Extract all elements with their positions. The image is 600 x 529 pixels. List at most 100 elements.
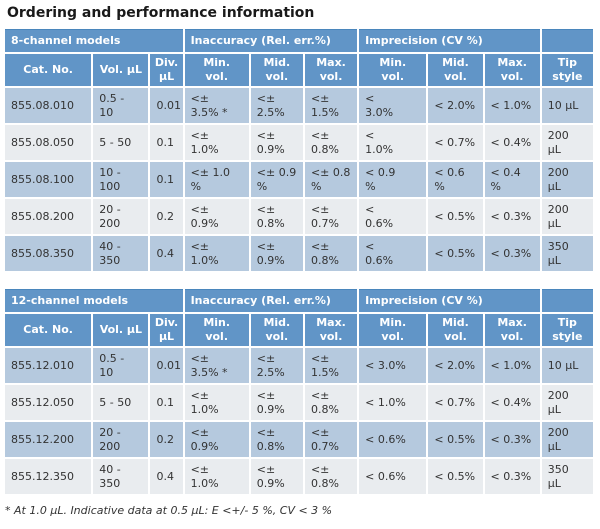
table-cell: <± 0.9% [184,422,249,457]
table-cell: 855.08.350 [5,236,92,271]
table-cell: 855.08.010 [5,88,92,123]
table-12-channel-models: 12-channel models Inaccuracy (Rel. err.%)… [3,287,595,496]
column-header-cell: Div. µL [150,54,183,86]
table-cell: < 0.5% [428,236,483,271]
footnote: * At 1.0 µL. Indicative data at 0.5 µL: … [5,504,333,517]
table-cell: < 1.0% [359,125,427,160]
table-row: 855.08.200 20 - 200 0.2 <± 0.9% <± 0.8% <± 0.… [5,199,593,234]
page: Ordering and performance information 8-c… [0,5,600,517]
group-header-cell: 8-channel models [5,29,183,52]
table-cell: <± 0.9% [250,459,303,494]
table-cell: <± 0.8% [304,385,358,420]
column-header-cell: Mid. vol. [250,314,303,346]
table-cell: < 0.3% [484,236,540,271]
table-cell: 40 - 350 [93,459,149,494]
table-cell: 0.5 - 10 [93,348,149,383]
table-cell: 855.08.200 [5,199,92,234]
column-header-cell: Mid. vol. [428,54,483,86]
table-cell: 0.5 - 10 [93,88,149,123]
table-cell: <± 0.8% [250,422,303,457]
table-cell: < 1.0% [359,385,427,420]
group-header-cell: Inaccuracy (Rel. err.%) [184,29,358,52]
table-cell: < 3.0% [359,348,427,383]
table-cell: 0.1 [150,162,183,197]
table-cell: 0.1 [150,385,183,420]
table-cell: <± 0.8% [250,199,303,234]
column-header-cell: Div. µL [150,314,183,346]
group-header-cell [541,29,593,52]
table-cell: 350 µL [541,459,593,494]
table-cell: 200 µL [541,199,593,234]
table-cell: < 1.0% [484,348,540,383]
table-cell: <± 2.5% [250,88,303,123]
table-cell: <± 0.9% [250,385,303,420]
table-cell: 200 µL [541,162,593,197]
group-header-cell: Imprecision (CV %) [359,29,540,52]
table-cell: 5 - 50 [93,125,149,160]
table-cell: 0.01 [150,88,183,123]
table-cell: 855.12.200 [5,422,92,457]
table-cell: 5 - 50 [93,385,149,420]
table-cell: < 0.4 % [484,162,540,197]
table-cell: <± 0.7% [304,422,358,457]
table-cell: <± 0.9% [250,236,303,271]
table-cell: 10 µL [541,88,593,123]
table-cell: < 0.5% [428,459,483,494]
column-header-cell: Tip style [541,314,593,346]
table-cell: < 0.4% [484,385,540,420]
table-cell: 0.2 [150,422,183,457]
table-cell: <± 1.0% [184,459,249,494]
table-cell: 200 µL [541,422,593,457]
page-title: Ordering and performance information [7,5,315,21]
table-cell: <± 1.0% [184,125,249,160]
table-cell: <± 1.0% [184,236,249,271]
table-cell: 0.2 [150,199,183,234]
group-header-cell: Imprecision (CV %) [359,289,540,312]
table-cell: 0.4 [150,459,183,494]
table-cell: <± 0.9% [184,199,249,234]
table-cell: <± 0.8% [304,236,358,271]
group-header-cell [541,289,593,312]
table-cell: < 0.3% [484,459,540,494]
column-header-cell: Tip style [541,54,593,86]
table-cell: < 0.3% [484,422,540,457]
group-header-row: 12-channel models Inaccuracy (Rel. err.%)… [5,289,593,312]
column-header-cell: Min. vol. [359,314,427,346]
table-cell: < 0.6% [359,199,427,234]
column-header-cell: Mid. vol. [250,54,303,86]
table-row: 855.12.050 5 - 50 0.1 <± 1.0% <± 0.9% <± 0.8%… [5,385,593,420]
column-header-cell: Cat. No. [5,54,92,86]
table-cell: <± 0.9% [250,125,303,160]
table-cell: 200 µL [541,385,593,420]
table-cell: 855.12.050 [5,385,92,420]
table-cell: <± 1.5% [304,348,358,383]
column-header-cell: Min. vol. [184,54,249,86]
table-cell: 40 - 350 [93,236,149,271]
table-cell: 20 - 200 [93,422,149,457]
table-8-channel-models: 8-channel models Inaccuracy (Rel. err.%) I… [3,27,595,273]
table-cell: <± 1.5% [304,88,358,123]
column-header-cell: Vol. µL [93,54,149,86]
table-cell: 200 µL [541,125,593,160]
column-header-cell: Cat. No. [5,314,92,346]
column-header-row: Cat. No. Vol. µL Div. µL Min. vol. Mid. vol.… [5,314,593,346]
column-header-cell: Max. vol. [484,314,540,346]
table-cell: < 2.0% [428,348,483,383]
column-header-row: Cat. No. Vol. µL Div. µL Min. vol. Mid. vol.… [5,54,593,86]
table-cell: <± 1.0% [184,385,249,420]
column-header-cell: Min. vol. [359,54,427,86]
table-cell: <± 1.0 % [184,162,249,197]
group-header-row: 8-channel models Inaccuracy (Rel. err.%) I… [5,29,593,52]
table-cell: < 0.6% [359,422,427,457]
table-cell: 855.12.350 [5,459,92,494]
table-cell: < 0.9 % [359,162,427,197]
table-cell: < 3.0% [359,88,427,123]
table-cell: 855.12.010 [5,348,92,383]
column-header-cell: Mid. vol. [428,314,483,346]
table-cell: < 0.3% [484,199,540,234]
table-row: 855.08.350 40 - 350 0.4 <± 1.0% <± 0.9% <± 0.… [5,236,593,271]
table-cell: < 0.6% [359,459,427,494]
table-cell: 10 µL [541,348,593,383]
table-row: 855.12.010 0.5 - 10 0.01 <± 3.5% * <± 2.5% <±… [5,348,593,383]
table-cell: < 2.0% [428,88,483,123]
